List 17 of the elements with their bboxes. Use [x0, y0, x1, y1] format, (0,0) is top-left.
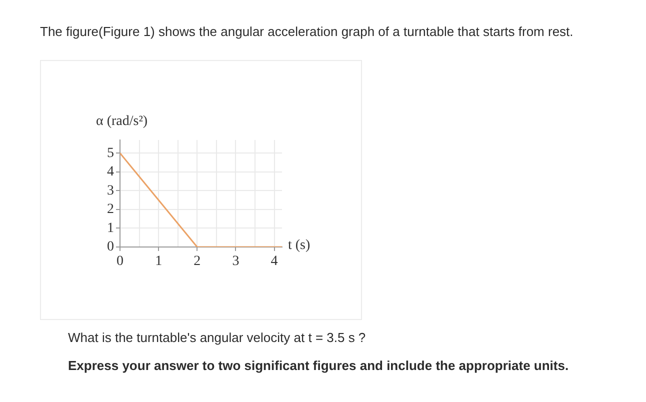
x-tick-label: 3	[232, 254, 240, 270]
chart-title: The figure(Figure 1) shows the angular acceleration graph of a turntable that starts from rest.	[40, 24, 574, 40]
y-tick-label: 1	[107, 220, 114, 236]
y-tick-label: 2	[107, 202, 114, 218]
x-tick-label: 4	[270, 254, 278, 270]
x-tick-label: 2	[194, 254, 201, 270]
x-tick-label: 0	[116, 254, 124, 270]
y-tick-label: 3	[107, 183, 114, 198]
y-tick-label: 4	[107, 164, 114, 180]
y-tick-label: 0	[107, 240, 114, 255]
y-tick-label: 5	[107, 146, 114, 161]
y-axis-title: α (rad/s²)	[96, 114, 148, 130]
x-axis-title: t (s)	[288, 238, 310, 254]
text: Express your answer to two significant figures and include the appropriate units.	[68, 358, 569, 374]
figure-frame: 0 1 2 3 4 0 1 2 3 4 5 α (rad/s²) t (s)	[40, 60, 362, 320]
x-tick-label: 1	[155, 254, 162, 270]
text: What is the turntable's angular velocity at t = 3.5 s ?	[68, 330, 366, 346]
